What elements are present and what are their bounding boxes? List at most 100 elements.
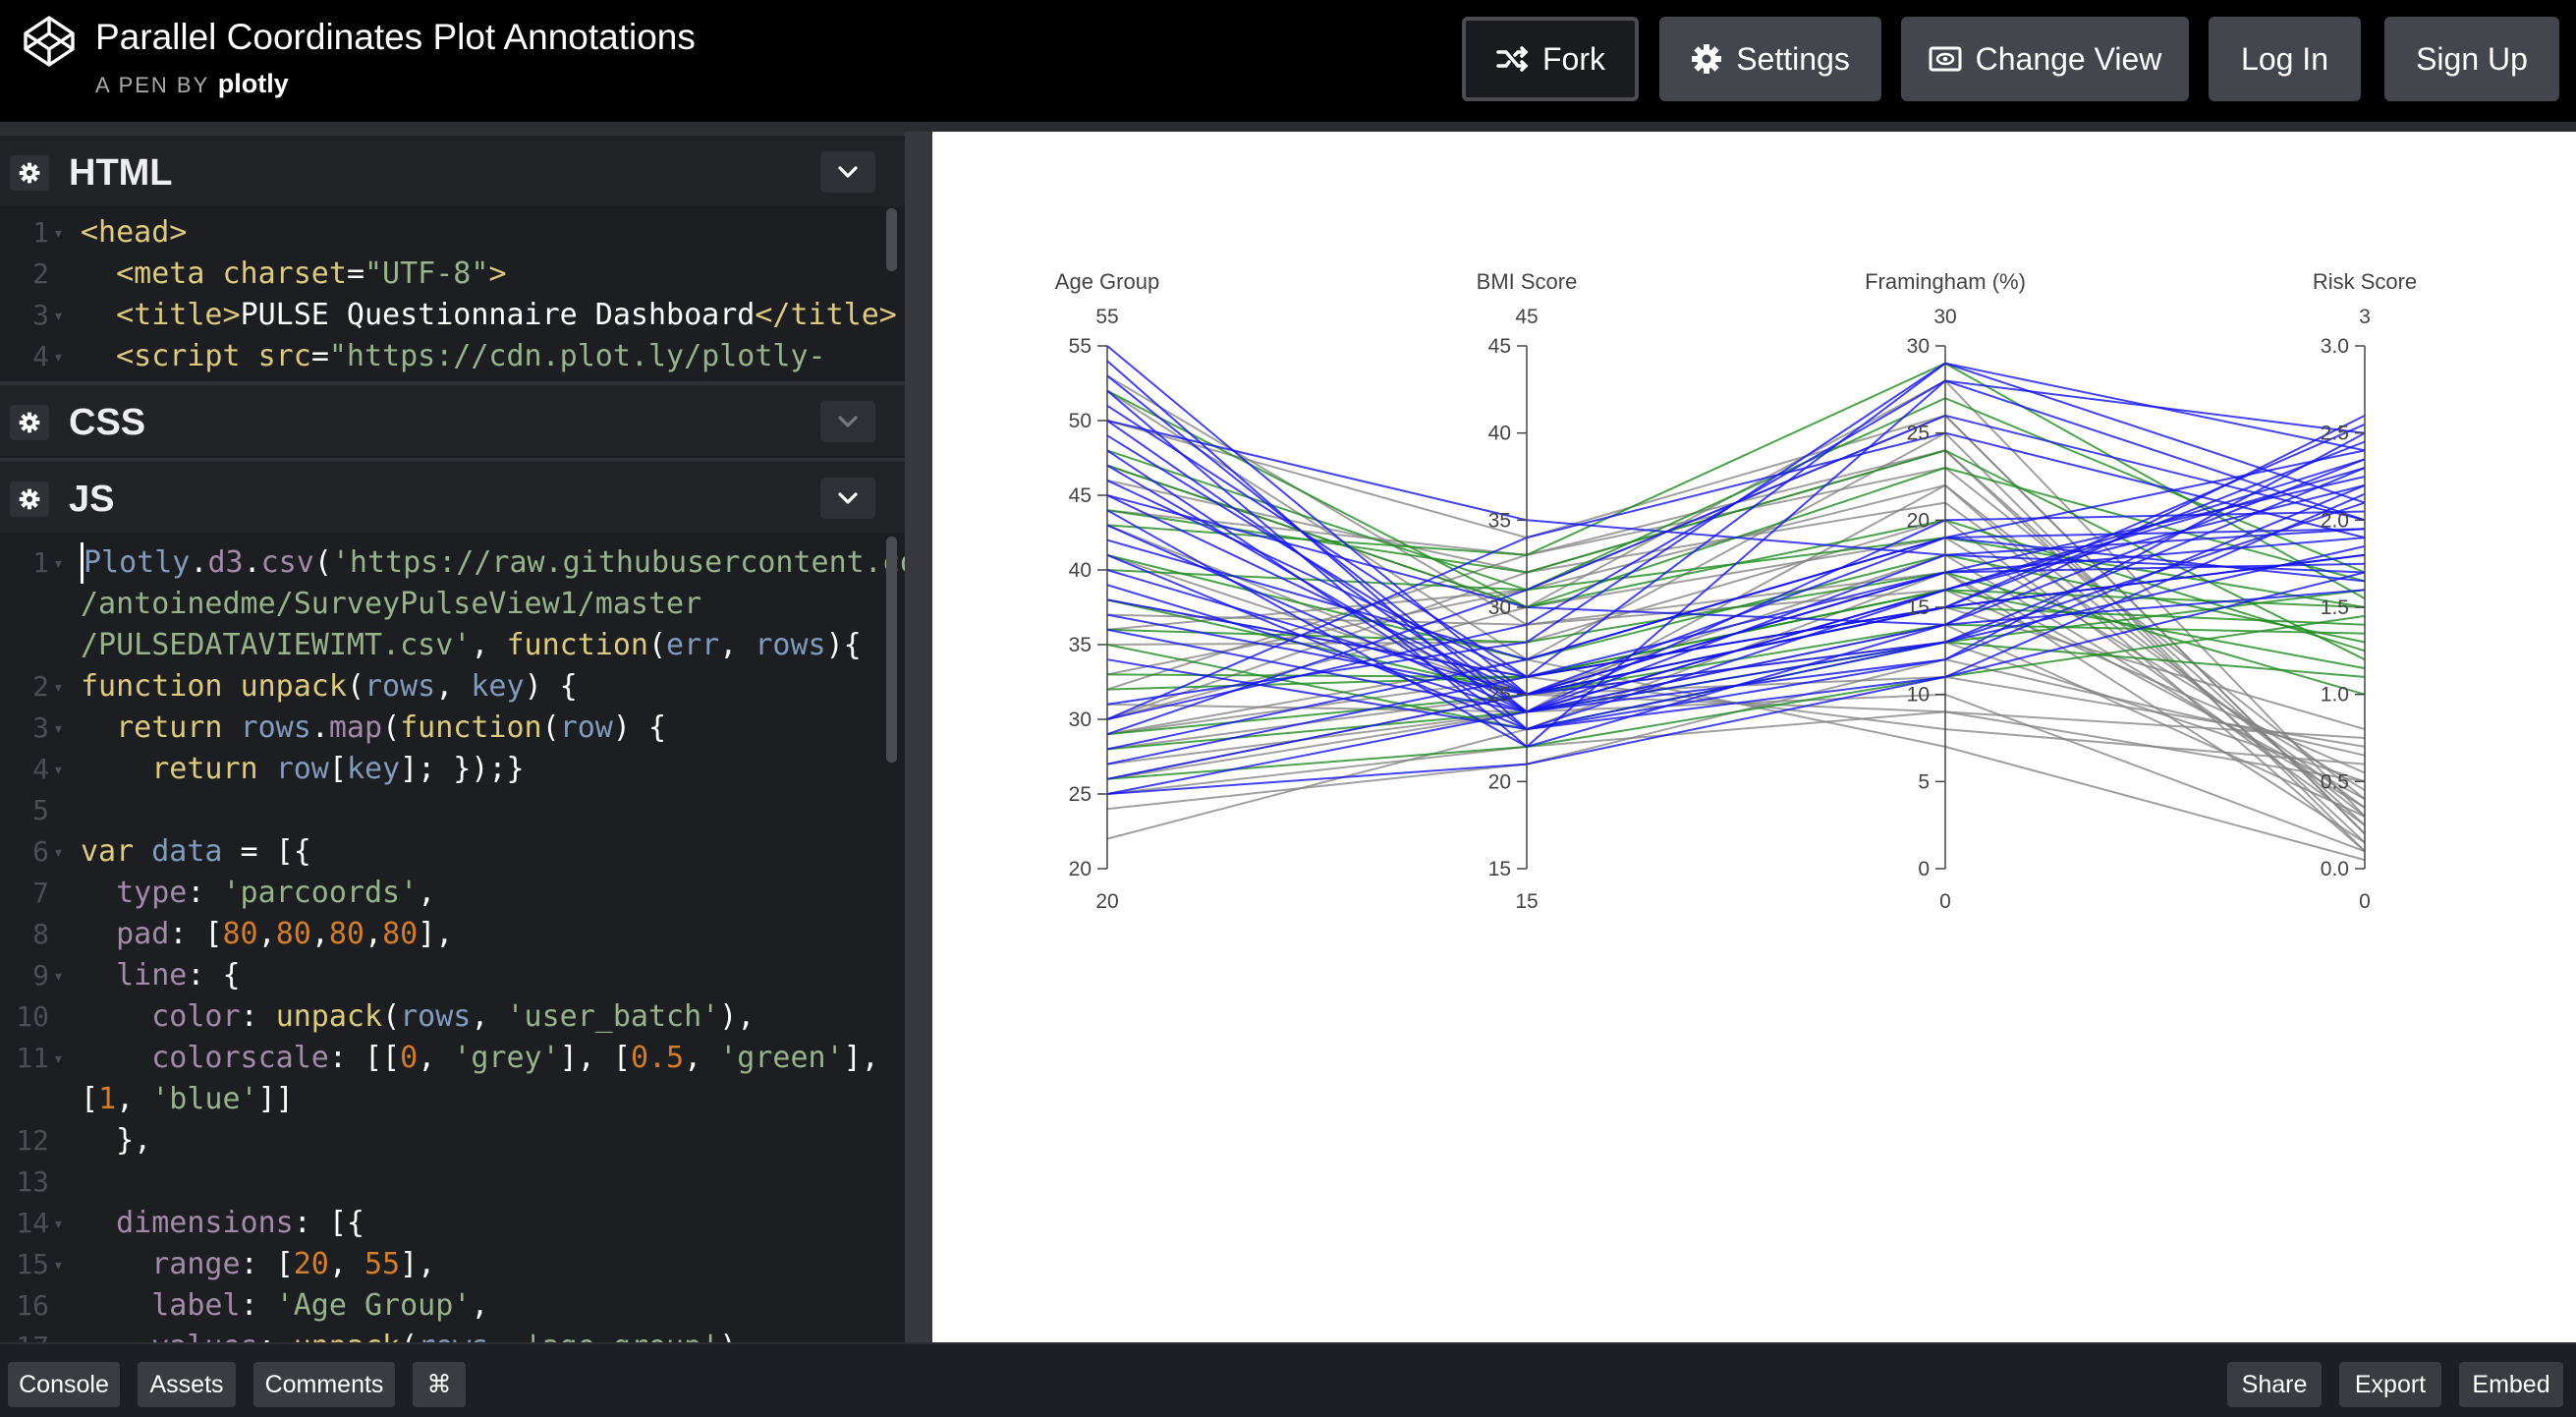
code-token: unpack <box>275 999 383 1034</box>
code-token: ( <box>313 545 332 580</box>
pen-footer: Console Assets Comments ⌘ Share Export E… <box>0 1342 2576 1417</box>
code-token: key <box>471 669 525 704</box>
chevron-down-icon <box>838 166 858 178</box>
code-token: > <box>488 256 507 291</box>
code-token <box>81 876 116 910</box>
code-token: <meta <box>116 256 223 291</box>
comments-button[interactable]: Comments <box>253 1362 395 1407</box>
line-number: 1 <box>32 546 49 579</box>
assets-button[interactable]: Assets <box>138 1362 236 1407</box>
code-token: type <box>116 876 188 910</box>
js-settings-button[interactable] <box>10 482 49 517</box>
tick-label: 5 <box>1918 770 1930 793</box>
axis-4: 0.0 0.5 1.0 1.5 2.0 2.5 3.0 Risk Score 3 0 <box>2313 269 2417 913</box>
html-settings-button[interactable] <box>10 155 49 191</box>
line-number: 15 <box>16 1248 49 1280</box>
fold-arrow-icon[interactable]: ▾ <box>53 677 64 698</box>
js-code-area[interactable]: 1 ▾ Plotly.d3.csv('https://raw.githubuserc… <box>0 542 905 1342</box>
share-button[interactable]: Share <box>2227 1362 2322 1407</box>
code-token: ], <box>400 1247 436 1281</box>
tick-label: 1.0 <box>2321 684 2349 707</box>
fold-arrow-icon[interactable]: ▾ <box>53 1049 64 1069</box>
js-scrollbar[interactable] <box>886 537 897 763</box>
code-line: 11 ▾ colorscale: [[0, 'grey'], [0.5, 'gre… <box>0 1038 905 1079</box>
console-button[interactable]: Console <box>8 1362 120 1407</box>
code-token: ]; });} <box>400 752 525 786</box>
code-token <box>81 1206 116 1240</box>
html-code-area[interactable]: 1 ▾ <head> 2 <meta charset="UTF-8"> 3 ▾ <titl… <box>0 212 905 377</box>
html-collapse-button[interactable] <box>820 151 875 193</box>
author-link[interactable]: plotly <box>217 69 289 98</box>
js-collapse-button[interactable] <box>820 478 875 519</box>
code-text: return row[key]; });} <box>81 749 525 790</box>
html-scrollbar[interactable] <box>886 208 897 271</box>
code-line: 6 ▾ var data = [{ <box>0 831 905 873</box>
fold-arrow-icon[interactable]: ▾ <box>53 223 64 244</box>
pen-byline: A PEN BY plotly <box>95 69 289 99</box>
export-button[interactable]: Export <box>2339 1362 2441 1407</box>
code-token: ], [ <box>559 1041 631 1075</box>
fold-arrow-icon[interactable]: ▾ <box>53 1255 64 1275</box>
code-token: function <box>81 669 241 704</box>
code-token: [ <box>81 1082 99 1116</box>
tick-label: 55 <box>1069 335 1092 358</box>
code-token: : [ <box>240 1247 294 1281</box>
fold-arrow-icon[interactable]: ▾ <box>53 306 64 326</box>
fold-arrow-icon[interactable]: ▾ <box>53 553 64 574</box>
fold-arrow-icon[interactable]: ▾ <box>53 760 64 780</box>
code-token: 20 <box>293 1247 329 1281</box>
code-token: 0.5 <box>630 1041 685 1075</box>
code-token: ]] <box>257 1082 294 1116</box>
axis-range-top: 55 <box>1095 306 1118 328</box>
log-in-button[interactable]: Log In <box>2209 17 2361 101</box>
code-text: range: [20, 55], <box>81 1244 435 1285</box>
code-token: <title> <box>116 298 241 332</box>
codepen-logo-icon[interactable] <box>22 14 77 69</box>
change-view-button[interactable]: Change View <box>1901 17 2189 101</box>
code-token: ( <box>647 628 667 662</box>
pane-resizer[interactable] <box>905 132 932 1342</box>
fork-button[interactable]: Fork <box>1462 17 1639 101</box>
settings-button[interactable]: Settings <box>1659 17 1881 101</box>
code-token: = <box>310 339 329 373</box>
code-token: 'blue' <box>151 1082 258 1116</box>
code-text: [1, 'blue']] <box>81 1079 294 1120</box>
code-token: 'grey' <box>453 1041 560 1075</box>
fork-icon <box>1496 46 1529 72</box>
code-token: </title> <box>755 298 897 332</box>
code-token: var <box>81 834 152 869</box>
code-line: 7 type: 'parcoords', <box>0 873 905 914</box>
tick-label: 2.5 <box>2321 423 2349 445</box>
tick-label: 1.5 <box>2321 596 2349 619</box>
tick-label: 30 <box>1069 708 1092 731</box>
chevron-down-icon <box>838 416 858 427</box>
fold-arrow-icon[interactable]: ▾ <box>53 347 64 368</box>
code-token: src <box>257 339 311 373</box>
fold-arrow-icon[interactable]: ▾ <box>53 842 64 863</box>
code-line: 4 ▾ <script src="https://cdn.plot.ly/plot… <box>0 336 905 377</box>
code-token <box>81 710 116 745</box>
embed-button[interactable]: Embed <box>2459 1362 2563 1407</box>
css-settings-button[interactable] <box>10 405 49 440</box>
sign-up-button[interactable]: Sign Up <box>2384 17 2559 101</box>
fold-arrow-icon[interactable]: ▾ <box>53 1214 64 1234</box>
code-token: colorscale <box>151 1041 329 1075</box>
fold-arrow-icon[interactable]: ▾ <box>53 718 64 739</box>
keyboard-shortcuts-button[interactable]: ⌘ <box>413 1362 466 1407</box>
code-text: Plotly.d3.csv('https://raw.githubusercon… <box>81 542 905 584</box>
css-collapse-button[interactable] <box>820 401 875 442</box>
data-line <box>1106 362 2366 599</box>
code-token: = <box>346 256 364 291</box>
axis-range-top: 45 <box>1515 306 1538 328</box>
line-number: 2 <box>32 670 49 703</box>
line-number: 4 <box>32 340 49 372</box>
code-token: PULSE Questionnaire Dashboard <box>240 298 756 332</box>
code-token: , <box>471 999 507 1034</box>
code-token: : [[ <box>328 1041 401 1075</box>
data-line <box>1106 553 2366 780</box>
tick-label: 30 <box>1488 596 1511 619</box>
code-text: <head> <box>81 212 187 254</box>
code-line: 10 color: unpack(rows, 'user_batch'), <box>0 996 905 1038</box>
fold-arrow-icon[interactable]: ▾ <box>53 966 64 987</box>
